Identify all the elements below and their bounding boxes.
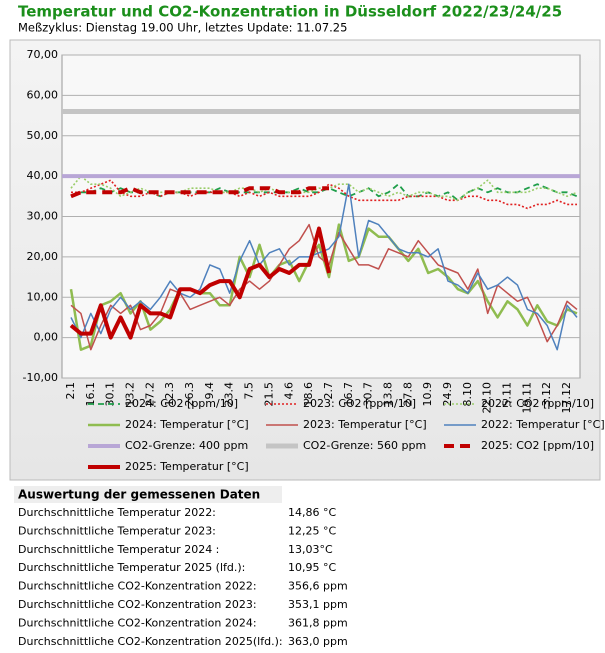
legend-label: 2025: Temperatur [°C] (125, 460, 249, 473)
table-label: Durchschnittliche Temperatur 2025 (lfd.)… (18, 561, 245, 574)
x-tick-label: 22.10 (481, 382, 494, 414)
legend-label: 2022: Temperatur [°C] (481, 418, 605, 431)
x-tick-label: 5.11 (501, 382, 514, 407)
table-label: Durchschnittliche Temperatur 2022: (18, 506, 216, 519)
y-tick-label: 10,00 (27, 290, 59, 303)
y-tick-label: 0,00 (34, 331, 59, 344)
table-label: Durchschnittliche CO2-Konzentration 2023… (18, 598, 257, 611)
y-tick-label: 40,00 (27, 169, 59, 182)
table-header-bg (14, 486, 282, 503)
x-tick-label: 4.6 (282, 382, 295, 400)
x-tick-label: 7.5 (243, 382, 256, 400)
x-tick-label: 8.10 (461, 382, 474, 407)
x-tick-label: 27.8 (401, 382, 414, 407)
x-tick-label: 30.1 (104, 382, 117, 407)
x-tick-label: 21.5 (262, 382, 275, 407)
x-tick-label: 9.4 (203, 382, 216, 400)
x-tick-label: 13.2 (124, 382, 137, 407)
y-tick-label: 60,00 (27, 88, 59, 101)
x-tick-label: 16.1 (84, 382, 97, 407)
series-line (69, 226, 331, 340)
legend-label: 2023: Temperatur [°C] (303, 418, 427, 431)
table-value: 363,0 ppm (288, 635, 348, 648)
chart-subtitle: Meßzyklus: Dienstag 19.00 Uhr, letztes U… (18, 21, 347, 35)
legend-label: CO2-Grenze: 560 ppm (303, 439, 426, 452)
series-line (70, 186, 329, 199)
x-tick-label: 13.8 (381, 382, 394, 407)
y-tick-label: 20,00 (27, 250, 59, 263)
table-label: Durchschnittliche CO2-Konzentration 2024… (18, 616, 257, 629)
x-tick-label: 24.9 (441, 382, 454, 407)
x-tick-label: 17.12 (560, 382, 573, 414)
series-line (70, 223, 578, 351)
x-tick-label: 10.9 (421, 382, 434, 407)
table-value: 361,8 ppm (288, 616, 348, 629)
x-tick-label: 27.2 (143, 382, 156, 407)
legend-label: CO2-Grenze: 400 ppm (125, 439, 248, 452)
x-tick-label: 2.7 (322, 382, 335, 400)
table-value: 13,03°C (288, 543, 333, 556)
legend-label: 2024: CO2 [ppm/10] (125, 397, 238, 410)
table-label: Durchschnittliche CO2-Konzentration 2022… (18, 580, 257, 593)
table-value: 10,95 °C (288, 561, 336, 574)
table-title: Auswertung der gemessenen Daten (18, 488, 260, 502)
table-value: 12,25 °C (288, 524, 336, 537)
legend-label: 2022: CO2 [ppm/10] (481, 397, 594, 410)
y-tick-label: 30,00 (27, 210, 59, 223)
table-label: Durchschnittliche Temperatur 2023: (18, 524, 216, 537)
x-tick-label: 12.3 (163, 382, 176, 407)
series-line (71, 179, 577, 210)
table-label: Durchschnittliche Temperatur 2024 : (18, 543, 219, 556)
chart-title: Temperatur und CO2-Konzentration in Düss… (18, 3, 562, 21)
legend-label: 2024: Temperatur [°C] (125, 418, 249, 431)
x-tick-label: 2.1 (64, 382, 77, 400)
series-line (70, 183, 578, 202)
table-label: Durchschnittliche CO2-Konzentration 2025… (18, 635, 283, 648)
x-tick-label: 26.3 (183, 382, 196, 407)
legend-label: 2023: CO2 [ppm/10] (303, 397, 416, 410)
x-tick-label: 23.4 (223, 382, 236, 407)
x-tick-label: 16.7 (342, 382, 355, 407)
x-tick-label: 30.7 (362, 382, 375, 407)
table-value: 353,1 ppm (288, 598, 348, 611)
y-tick-label: 50,00 (27, 129, 59, 142)
x-tick-label: 3.12 (540, 382, 553, 407)
table-value: 356,6 ppm (288, 580, 348, 593)
x-tick-label: 19.11 (520, 382, 533, 414)
y-tick-label: 70,00 (27, 48, 59, 61)
x-tick-label: 18.6 (302, 382, 315, 407)
table-value: 14,86 °C (288, 506, 336, 519)
y-tick-label: -10,00 (23, 371, 58, 384)
legend-label: 2025: CO2 [ppm/10] (481, 439, 594, 452)
